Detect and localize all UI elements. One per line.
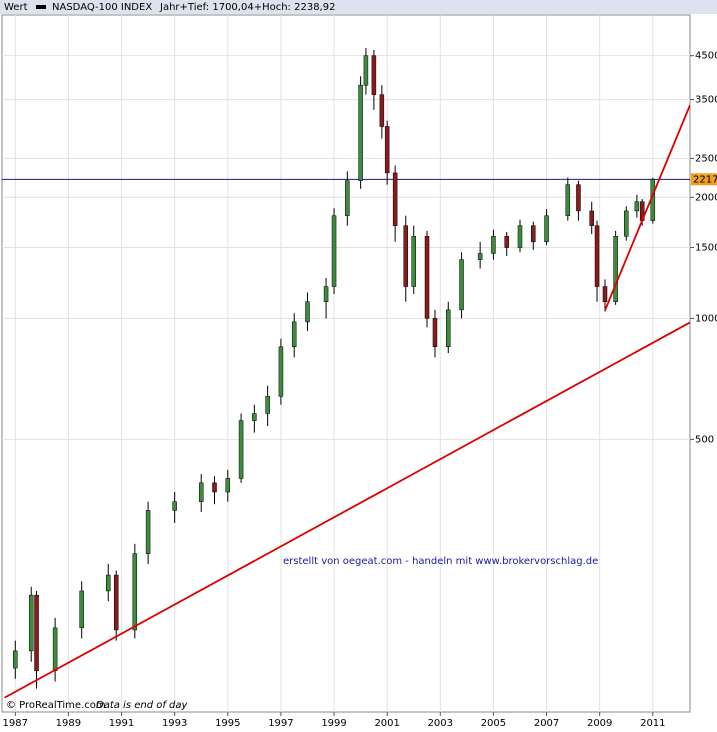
y-tick-label: 1000	[695, 313, 717, 324]
candle-body	[371, 55, 377, 95]
header-label: Wert	[4, 2, 28, 13]
candle-body	[172, 501, 177, 511]
candle-body	[212, 482, 217, 493]
candle-body	[544, 215, 549, 243]
candle-body	[106, 574, 111, 592]
x-tick-label: 2005	[481, 718, 506, 729]
candle-body	[424, 236, 430, 319]
candle-body	[238, 420, 244, 479]
candle-body	[225, 478, 231, 493]
x-tick-label: 1991	[109, 718, 134, 729]
footer-source: © ProRealTime.com	[6, 700, 106, 711]
candle-body	[392, 172, 398, 226]
candle-body	[432, 318, 438, 348]
candle-body	[278, 346, 284, 397]
candle-body	[79, 590, 84, 629]
candle-body	[291, 321, 297, 348]
header-name: NASDAQ-100 INDEX	[52, 2, 152, 13]
trend-line	[604, 104, 690, 311]
candle-body	[345, 180, 350, 216]
value-box-label: 2217	[693, 174, 717, 185]
candle-body	[594, 225, 600, 287]
candle-body	[34, 594, 39, 671]
x-tick-label: 1993	[162, 718, 187, 729]
candle-body	[602, 286, 608, 302]
y-tick-label: 3500	[695, 95, 717, 106]
candle-body	[198, 482, 204, 502]
x-tick-label: 2003	[428, 718, 453, 729]
x-tick-label: 1999	[321, 718, 346, 729]
value-box	[691, 173, 717, 186]
candle-body	[323, 286, 329, 302]
candle-body	[446, 309, 451, 348]
candle-body	[634, 201, 640, 212]
candle-body	[13, 650, 18, 669]
plot-area	[1, 14, 691, 713]
candle-body	[379, 94, 385, 127]
candle-body	[613, 236, 618, 302]
y-tick-label: 1500	[695, 243, 717, 254]
candle-body	[565, 184, 571, 216]
x-tick-label: 1995	[215, 718, 240, 729]
candle-body	[265, 396, 270, 414]
plot-layer	[2, 15, 690, 712]
y-tick-label: 4500	[695, 51, 717, 62]
candle-body	[358, 84, 363, 181]
x-tick-label: 2001	[374, 718, 399, 729]
candle-body	[576, 184, 581, 212]
x-tick-label: 1989	[56, 718, 81, 729]
annotation: erstellt von oegeat.com - handeln mit ww…	[283, 556, 598, 567]
candle-body	[517, 225, 523, 248]
candle-body	[28, 594, 34, 652]
candle-body	[145, 510, 151, 554]
x-tick-label: 1987	[3, 718, 28, 729]
candle-body	[384, 126, 390, 174]
x-tick-label: 2007	[534, 718, 559, 729]
candle-body	[623, 210, 629, 237]
candle-body	[491, 236, 496, 254]
y-tick-label: 500	[695, 434, 714, 445]
x-tick-label: 2011	[640, 718, 665, 729]
x-tick-label: 2009	[587, 718, 612, 729]
candle-body	[531, 225, 536, 243]
candle-body	[52, 627, 58, 671]
candle-body	[331, 215, 337, 287]
legend-swatch	[36, 5, 46, 9]
candle-body	[363, 55, 369, 86]
header-bar	[0, 0, 717, 14]
footer-note: Data is end of day	[96, 700, 189, 711]
candle-body	[459, 259, 464, 311]
candle-body	[252, 413, 257, 421]
candle-body	[504, 236, 509, 248]
candle-body	[589, 210, 594, 226]
candle-body	[113, 574, 119, 631]
x-tick-label: 1997	[268, 718, 293, 729]
candle-body	[305, 301, 310, 323]
candle-body	[477, 253, 483, 260]
candle-body	[411, 236, 416, 287]
header-range: Jahr+Tief: 1700,04+Hoch: 2238,92	[159, 2, 335, 13]
y-tick-label: 2000	[695, 192, 717, 203]
trend-line	[4, 321, 690, 699]
y-tick-label: 2500	[695, 153, 717, 164]
candle-body	[403, 225, 409, 287]
candle-body	[132, 553, 138, 631]
